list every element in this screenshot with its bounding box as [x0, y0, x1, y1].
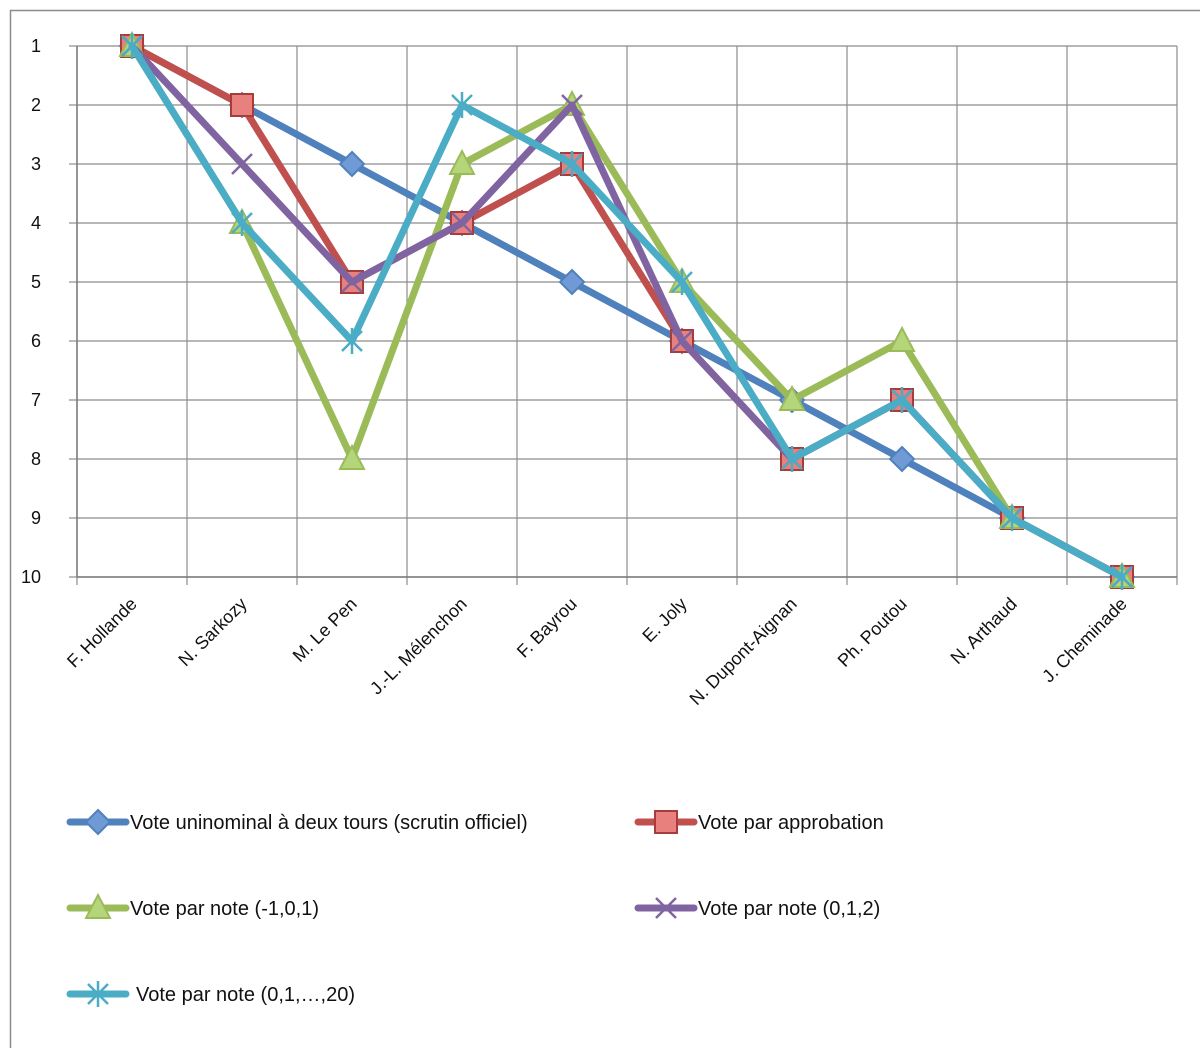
x-tick-label: Ph. Poutou [834, 594, 911, 671]
y-tick-label: 10 [21, 567, 41, 587]
y-tick-label: 3 [31, 154, 41, 174]
gridlines [69, 46, 1177, 585]
data-point [890, 328, 914, 351]
data-point [231, 94, 253, 116]
x-tick-label: N. Dupont-Aignan [686, 594, 801, 709]
legend-label: Vote par approbation [698, 812, 884, 834]
data-point [340, 446, 364, 469]
x-tick-label: J. Cheminade [1038, 594, 1131, 687]
legend-label: Vote par note (0,1,…,20) [136, 984, 355, 1006]
legend-marker [86, 810, 110, 834]
x-tick-label: F. Hollande [63, 594, 141, 672]
y-tick-label: 7 [31, 390, 41, 410]
y-tick-label: 4 [31, 213, 41, 233]
y-tick-label: 1 [31, 36, 41, 56]
y-tick-label: 6 [31, 331, 41, 351]
legend-item: Vote par note (-1,0,1) [70, 895, 319, 920]
y-tick-label: 2 [31, 95, 41, 115]
x-tick-label: F. Bayrou [513, 594, 581, 662]
y-tick-label: 9 [31, 508, 41, 528]
x-tick-label: N. Sarkozy [174, 594, 250, 670]
legend-label: Vote par note (0,1,2) [698, 898, 880, 920]
legend-label: Vote par note (-1,0,1) [130, 898, 319, 920]
legend-item: Vote par approbation [638, 811, 884, 834]
legend-marker [655, 811, 677, 833]
y-tick-label: 5 [31, 272, 41, 292]
x-tick-label: E. Joly [638, 594, 690, 646]
x-tick-label: N. Arthaud [947, 594, 1021, 668]
legend-label: Vote uninominal à deux tours (scrutin of… [130, 812, 528, 834]
legend-item: Vote par note (0,1,2) [638, 898, 880, 920]
legend-item: Vote uninominal à deux tours (scrutin of… [70, 810, 528, 834]
y-tick-label: 8 [31, 449, 41, 469]
legend: Vote uninominal à deux tours (scrutin of… [70, 810, 884, 1007]
legend-item: Vote par note (0,1,…,20) [70, 981, 355, 1007]
x-tick-label: M. Le Pen [289, 594, 361, 666]
x-tick-label: J.-L. Mélenchon [366, 594, 471, 699]
